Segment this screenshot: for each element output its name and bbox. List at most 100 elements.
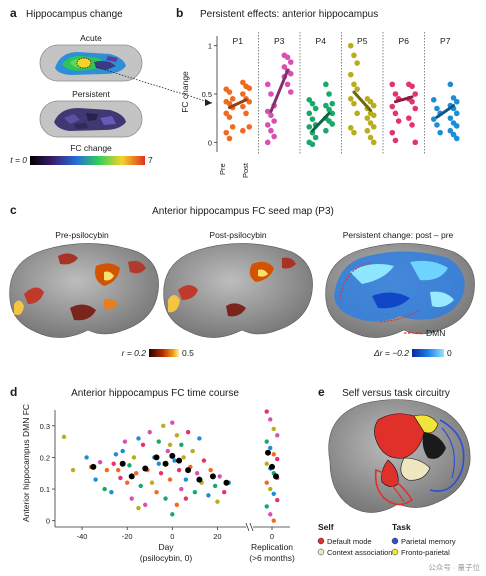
panel-b-point xyxy=(246,124,253,130)
panel-d-replication-point xyxy=(264,461,269,466)
panel-d-replication-point xyxy=(271,452,276,457)
panel-d-ytick-label: 0.3 xyxy=(40,422,50,431)
panel-b-point xyxy=(453,98,460,105)
replication-sublabel: (>6 months) xyxy=(249,553,295,563)
panel-b-point xyxy=(367,120,374,126)
hot-colorbar xyxy=(149,349,179,357)
panel-b-mean-line xyxy=(310,111,331,133)
panel-d-xtick-label: -40 xyxy=(77,532,88,541)
panel-b-ytick-label: 0.5 xyxy=(202,90,212,99)
panel-b-point xyxy=(240,79,246,86)
panel-d-xtick-label: 0 xyxy=(170,532,174,541)
task-header: Task xyxy=(392,522,411,532)
xtick-post: Post xyxy=(241,162,250,178)
panel-d-point xyxy=(190,448,195,454)
pre-psilocybin-title: Pre-psilocybin xyxy=(55,230,109,240)
hot-colorbar-max-label: 0.5 xyxy=(182,348,194,358)
panel-d-point xyxy=(212,483,218,489)
panel-b-point xyxy=(364,115,371,121)
colorbar-min-label: t = 0 xyxy=(10,155,27,165)
panel-b-point xyxy=(246,98,253,105)
panel-b-point xyxy=(226,114,233,120)
panel-d-point xyxy=(127,463,132,468)
panel-d-ytick-label: 0.1 xyxy=(40,485,50,494)
panel-b-point xyxy=(351,52,357,59)
panel-d-replication-point xyxy=(275,497,280,503)
panel-d-point xyxy=(165,448,171,454)
panel-b-point xyxy=(287,59,294,65)
panel-d-point xyxy=(174,433,180,438)
panel-b-point xyxy=(351,129,357,136)
panel-b-point xyxy=(409,122,415,128)
panel-d-plot xyxy=(61,409,280,523)
panel-b-point xyxy=(312,105,319,112)
panel-d-point xyxy=(118,475,123,481)
panel-d-mean-point xyxy=(128,473,135,480)
panel-b-point xyxy=(281,64,288,70)
panel-d-point xyxy=(138,483,143,489)
panel-d-replication-point xyxy=(271,518,276,523)
panel-b-point xyxy=(326,106,332,113)
panel-d-replication-point xyxy=(264,480,269,485)
panel-b-point xyxy=(367,134,374,141)
panel-b-point xyxy=(271,118,277,124)
panel-d-point xyxy=(215,499,220,504)
hot-colorbar-min-label: r = 0.2 xyxy=(122,348,147,358)
panel-b-point xyxy=(264,139,271,146)
panel-b-point xyxy=(364,127,371,134)
panel-d-point xyxy=(179,486,184,492)
panel-b-point xyxy=(223,110,230,117)
panel-b-point xyxy=(447,115,454,121)
panel-d-mean-point xyxy=(90,463,97,470)
panel-b-point xyxy=(329,110,336,117)
hippocampus-acute-image xyxy=(39,44,143,82)
legend-swatch-parietal-memory xyxy=(391,537,399,545)
panel-b-point xyxy=(409,83,415,90)
panel-d-replication-mean xyxy=(265,449,271,456)
panel-b-mean-line xyxy=(393,95,414,104)
panel-b-series-label: P1 xyxy=(233,36,244,46)
panel-d-replication-point xyxy=(264,439,269,444)
panel-b-point xyxy=(370,112,377,119)
panel-b-point xyxy=(447,81,454,88)
panel-b-point xyxy=(347,125,354,131)
panel-b-point xyxy=(309,116,316,122)
panel-b-point xyxy=(347,42,354,49)
cool-colorbar-min-label: Δr = −0.2 xyxy=(373,348,409,358)
panel-d-point xyxy=(143,502,148,508)
cool-colorbar xyxy=(412,349,444,357)
panel-d-point xyxy=(124,480,130,485)
panel-d-xtick-label: -20 xyxy=(122,532,133,541)
panel-d-point xyxy=(104,467,110,473)
panel-d-replication-point xyxy=(271,426,276,432)
xtick-pre: Pre xyxy=(218,163,227,175)
brain-persistent-change xyxy=(325,243,475,338)
panel-b-point xyxy=(354,110,360,117)
panel-b-series-label: P7 xyxy=(440,36,451,46)
fc-change-colorbar xyxy=(30,156,145,165)
panel-b-point xyxy=(329,100,336,107)
panel-d-point xyxy=(206,493,211,498)
panel-d-point xyxy=(61,434,67,440)
panel-b-point xyxy=(389,129,396,136)
panel-b-point xyxy=(268,91,274,97)
panel-d-point xyxy=(129,496,134,501)
panel-d-point xyxy=(136,436,141,441)
panel-b-point xyxy=(450,95,457,101)
panel-d-mean-point xyxy=(169,452,176,459)
panel-b-mean-line xyxy=(352,90,373,112)
panel-b-point xyxy=(323,81,329,88)
panel-b-point xyxy=(229,96,236,102)
panel-d-point xyxy=(156,461,161,466)
panel-d-mean-point xyxy=(176,457,183,464)
panel-b-point xyxy=(389,81,396,88)
panel-b-point xyxy=(326,91,332,97)
panel-d-point xyxy=(156,439,161,444)
panel-b-point xyxy=(370,139,377,146)
panel-b-point xyxy=(453,135,460,142)
panel-b-point xyxy=(240,91,246,97)
panel-d-point xyxy=(158,471,164,476)
panel-b-axes: 0 0.5 1 P1 P3 P4 P5 P6 P7 xyxy=(202,32,451,154)
panel-d-replication-mean xyxy=(269,463,275,470)
